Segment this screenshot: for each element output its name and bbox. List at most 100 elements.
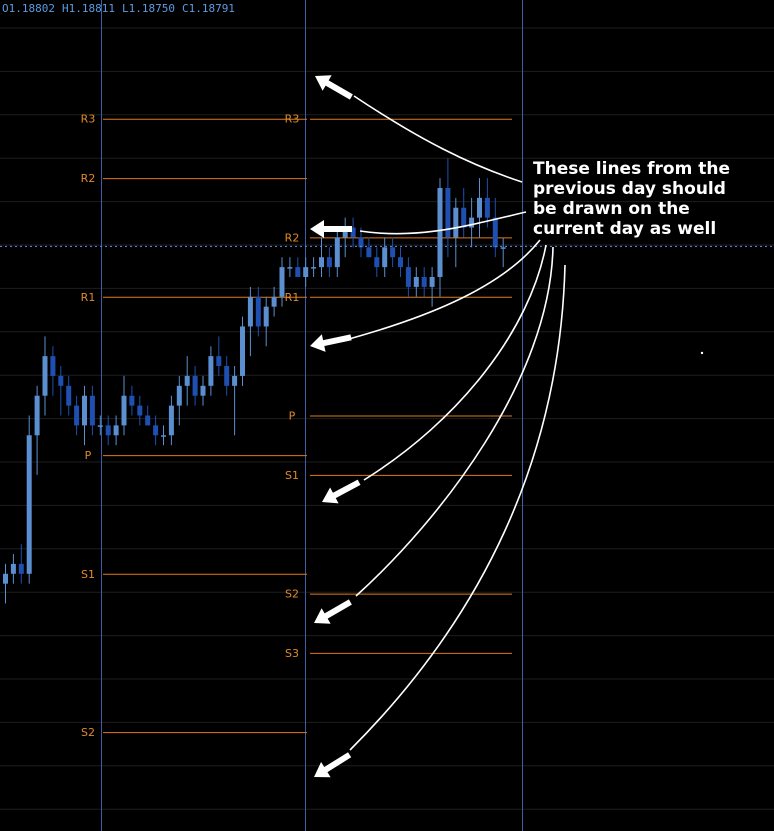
candle-body [18,563,24,574]
candle [319,237,324,277]
candle-body [382,247,388,268]
candle-body [374,257,380,268]
candle-body [445,187,451,238]
candle-body [366,247,372,258]
candle-body [453,207,459,238]
candle [382,237,388,277]
annotation-curve [355,246,554,597]
arrow-icon [310,334,352,352]
candle [453,197,459,268]
candle [3,563,8,604]
candle [208,346,214,396]
candle [295,257,301,277]
candle-body [224,366,230,386]
candle-body [153,425,159,436]
marker-dot [700,351,704,355]
arrow-head [314,608,331,624]
pivot-label: S1 [81,568,95,581]
candle-body [105,425,111,436]
candle-body [326,257,332,268]
candle [374,247,380,277]
candle [240,316,245,386]
candle-body [121,395,127,426]
arrow-head [315,75,332,91]
pivot-label: P [85,449,92,462]
annotation-line: These lines from the [533,159,730,179]
arrow-icon [315,75,353,100]
pivot-label: R1 [81,291,96,304]
candle-body [437,187,443,277]
candle-body [176,385,182,406]
candle [421,267,427,297]
annotation-arrows [310,75,704,778]
candle-body [398,257,403,268]
candle [484,178,490,228]
candle-body [477,197,482,218]
candle [271,286,277,317]
price-grid [0,27,774,810]
candle-body [232,375,238,386]
arrow-head [322,487,339,504]
candle-body [10,563,16,574]
candle [350,217,356,248]
candle [287,257,293,277]
pivot-label: S2 [81,726,95,739]
arrow-shaft [320,226,352,232]
candle-body [342,227,348,238]
arrow-head [310,220,324,238]
candle-body [429,277,435,287]
candle [34,385,40,475]
candle-body [168,405,174,436]
candle [334,227,340,277]
candle-body [58,375,64,386]
candle [263,296,269,347]
candle [232,366,238,436]
candle [477,178,482,238]
candle-body [200,385,206,396]
candle-body [216,356,222,367]
candle-body [82,395,87,426]
candle-body [405,267,411,287]
candle-body [255,296,261,327]
candle [58,366,64,416]
candle [145,405,151,426]
candle [42,336,48,416]
pivot-label: S1 [285,469,299,482]
arrow-shaft [320,752,352,775]
close-value: C1.18791 [181,2,235,15]
annotation-curve [363,244,547,481]
annotation-curve [353,95,523,183]
candle [461,187,467,238]
candle-body [145,415,151,426]
candle [113,415,119,446]
arrow-icon [314,599,352,624]
candle-body [66,385,72,406]
candle [390,237,396,268]
candle-body [319,257,324,268]
candle-body [34,395,40,436]
candle [153,415,159,446]
candle-body [263,306,269,327]
arrow-icon [322,479,361,504]
annotation-text: These lines from the previous day should… [533,159,769,239]
candle [129,385,135,416]
candle-body [137,405,143,416]
arrow-head [314,761,331,778]
candle [18,544,24,584]
candle-body [390,247,396,258]
candle-body [484,197,490,218]
candle-body [161,435,166,437]
candle-body [492,217,498,248]
candle [500,237,506,268]
pivot-label: S3 [285,647,299,660]
candle [445,158,451,258]
annotation-line: previous day should [533,179,726,199]
candle [216,336,222,376]
candle-body [334,237,340,268]
pivot-label: R2 [285,231,300,244]
pivot-label: R1 [285,291,300,304]
candle [437,178,443,297]
candle-body [184,375,190,386]
